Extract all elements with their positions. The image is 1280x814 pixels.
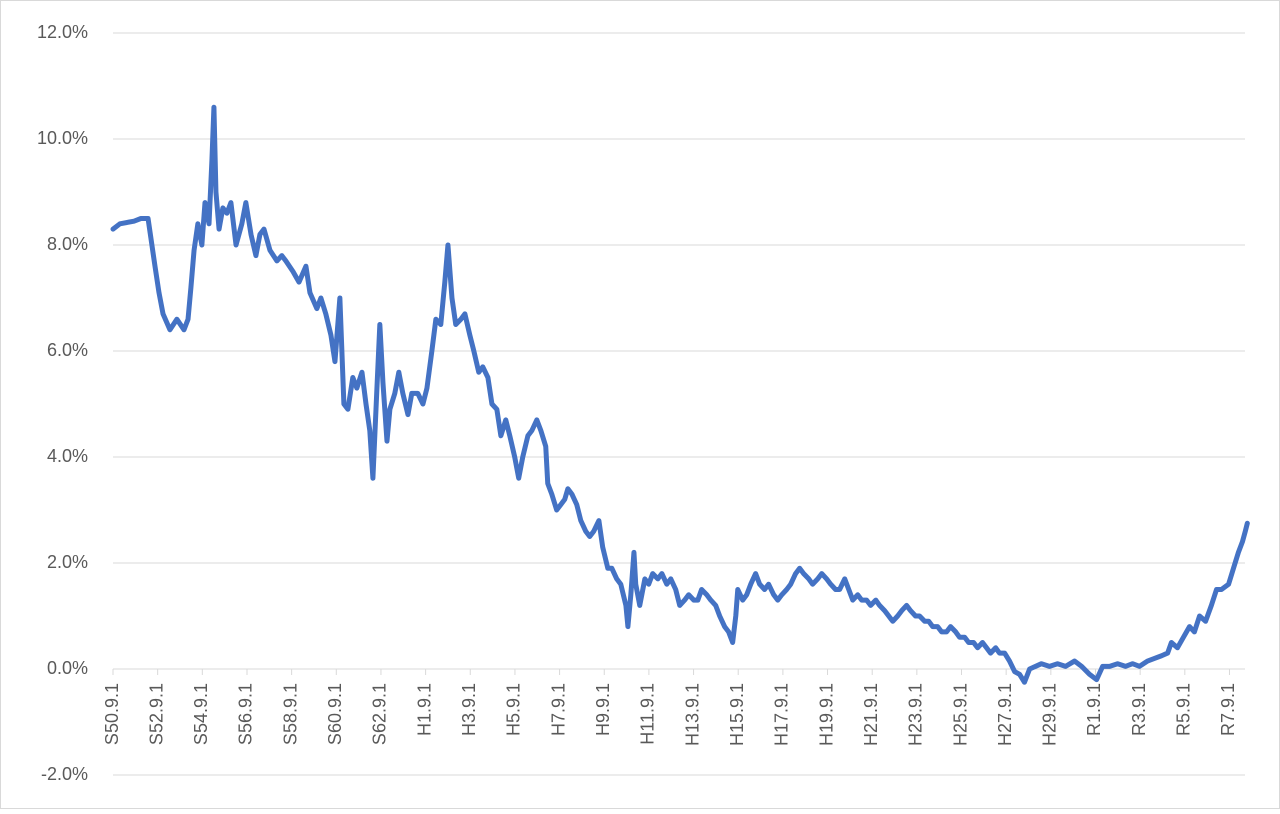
x-tick-label: S52.9.1 bbox=[146, 683, 166, 745]
x-tick-label: H7.9.1 bbox=[548, 683, 568, 736]
x-tick-label: S58.9.1 bbox=[280, 683, 300, 745]
y-tick-label: 0.0% bbox=[47, 658, 88, 678]
y-tick-label: 12.0% bbox=[37, 22, 88, 42]
plot-area bbox=[110, 104, 1250, 685]
x-tick-label: H27.9.1 bbox=[995, 683, 1015, 746]
x-tick-label: S50.9.1 bbox=[102, 683, 122, 745]
x-tick-label: H17.9.1 bbox=[772, 683, 792, 746]
x-tick-label: H5.9.1 bbox=[504, 683, 524, 736]
y-tick-label: 2.0% bbox=[47, 552, 88, 572]
y-tick-label: 6.0% bbox=[47, 340, 88, 360]
x-tick-label: H13.9.1 bbox=[682, 683, 702, 746]
y-tick-label: 8.0% bbox=[47, 234, 88, 254]
x-tick-label: S56.9.1 bbox=[236, 683, 256, 745]
x-tick-label: H21.9.1 bbox=[861, 683, 881, 746]
x-tick-label: R7.9.1 bbox=[1218, 683, 1238, 736]
x-tick-label: H9.9.1 bbox=[593, 683, 613, 736]
y-tick-label: 10.0% bbox=[37, 128, 88, 148]
x-tick-label: R1.9.1 bbox=[1084, 683, 1104, 736]
x-tick-label: H15.9.1 bbox=[727, 683, 747, 746]
x-tick-label: H29.9.1 bbox=[1040, 683, 1060, 746]
axes: -2.0% 0.0% 2.0% 4.0% 6.0% 8.0% 10.0% 12.0% S50.9… bbox=[37, 22, 1245, 784]
x-tick-label: R5.9.1 bbox=[1174, 683, 1194, 736]
x-tick-label: S62.9.1 bbox=[370, 683, 390, 745]
y-tick-label: -2.0% bbox=[41, 764, 88, 784]
x-tick-label: H1.9.1 bbox=[414, 683, 434, 736]
x-tick-label: H23.9.1 bbox=[906, 683, 926, 746]
x-tick-label: H11.9.1 bbox=[638, 683, 658, 745]
x-tick-label: H19.9.1 bbox=[816, 683, 836, 746]
x-tick-label: H3.9.1 bbox=[459, 683, 479, 736]
x-tick-label: H25.9.1 bbox=[950, 683, 970, 746]
x-tick-label: S54.9.1 bbox=[191, 683, 211, 745]
y-tick-label: 4.0% bbox=[47, 446, 88, 466]
x-tick-label: S60.9.1 bbox=[325, 683, 345, 745]
x-tick-label: R3.9.1 bbox=[1129, 683, 1149, 736]
data-line bbox=[110, 104, 1250, 685]
